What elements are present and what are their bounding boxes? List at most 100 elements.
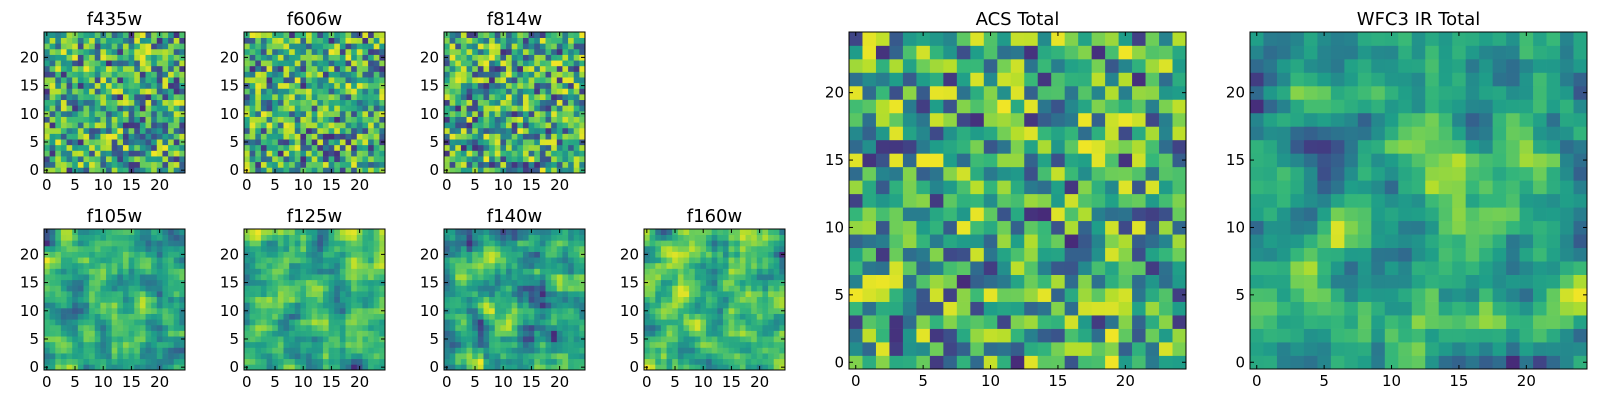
heatmap-cell xyxy=(534,94,541,101)
heatmap-cell xyxy=(72,336,79,343)
heatmap-cell xyxy=(379,77,386,84)
heatmap-cell xyxy=(551,307,558,314)
heatmap-cell xyxy=(77,268,84,275)
heatmap-cell xyxy=(660,324,667,331)
heatmap-cell xyxy=(306,32,313,38)
heatmap-cell xyxy=(528,150,535,157)
heatmap-cell xyxy=(666,268,673,275)
heatmap-cell xyxy=(773,257,780,264)
heatmap-cell xyxy=(751,245,758,252)
heatmap-cell xyxy=(756,240,763,247)
heatmap-cell xyxy=(545,167,552,174)
heatmap-cell xyxy=(517,65,524,72)
panel-title: f606w xyxy=(287,9,342,30)
heatmap-cell xyxy=(1118,207,1133,222)
heatmap-cell xyxy=(1024,301,1039,316)
heatmap-cell xyxy=(455,167,462,174)
heatmap-cell xyxy=(368,133,375,140)
heatmap-cell xyxy=(356,77,363,84)
heatmap-cells xyxy=(849,32,1187,370)
heatmap-cell xyxy=(322,291,329,298)
heatmap-cell xyxy=(145,353,152,360)
heatmap-cell xyxy=(649,358,656,365)
heatmap-cell xyxy=(179,324,186,331)
heatmap-cell xyxy=(455,54,462,61)
heatmap-cell xyxy=(283,139,290,146)
heatmap-cell xyxy=(568,65,575,72)
heatmap-cell xyxy=(573,234,580,241)
heatmap-cell xyxy=(300,240,307,247)
heatmap-cell xyxy=(162,32,169,38)
heatmap-cell xyxy=(539,94,546,101)
heatmap-cell xyxy=(173,324,180,331)
heatmap-cell xyxy=(562,77,569,84)
heatmap-cell xyxy=(345,302,352,309)
heatmap-cell xyxy=(111,105,118,112)
heatmap-cell xyxy=(60,234,67,241)
heatmap-cell xyxy=(306,319,313,326)
heatmap-cell xyxy=(289,116,296,123)
heatmap-cell xyxy=(322,110,329,117)
heatmap-cell xyxy=(266,324,273,331)
heatmap-cell xyxy=(356,43,363,50)
heatmap-cell xyxy=(356,116,363,123)
heatmap-cell xyxy=(460,307,467,314)
heatmap-cell xyxy=(1064,274,1079,289)
heatmap-cell xyxy=(362,82,369,89)
heatmap-cell xyxy=(49,99,56,106)
heatmap-cell xyxy=(762,257,769,264)
heatmap-cell xyxy=(328,307,335,314)
heatmap-cell xyxy=(255,347,262,354)
heatmap-cell xyxy=(83,240,90,247)
heatmap-cell xyxy=(244,330,250,337)
heatmap-cell xyxy=(700,319,707,326)
heatmap-cell xyxy=(306,279,313,286)
heatmap-cell xyxy=(272,156,279,163)
heatmap-cell xyxy=(728,262,735,269)
heatmap-cell xyxy=(779,285,786,292)
heatmap-cell xyxy=(260,99,267,106)
heatmap-cell xyxy=(1105,328,1119,343)
heatmap-cell xyxy=(568,32,575,38)
heatmap-cell xyxy=(289,307,296,314)
heatmap-cell xyxy=(1145,220,1160,235)
heatmap-cell xyxy=(683,302,690,309)
heatmap-cell xyxy=(689,296,696,303)
heatmap-cell xyxy=(272,336,279,343)
heatmap-cell xyxy=(545,94,552,101)
heatmap-cell xyxy=(745,268,752,275)
heatmap-cell xyxy=(983,220,998,235)
heatmap-cell xyxy=(106,353,113,360)
heatmap-cell xyxy=(494,110,501,117)
heatmap-cell xyxy=(751,240,758,247)
heatmap-cell xyxy=(255,291,262,298)
heatmap-cell xyxy=(55,274,62,281)
heatmap-cell xyxy=(66,291,73,298)
heatmap-cell xyxy=(294,167,301,174)
heatmap-cell xyxy=(373,353,380,360)
heatmap-cell xyxy=(162,364,169,371)
heatmap-cell xyxy=(117,234,124,241)
heatmap-cell xyxy=(551,94,558,101)
heatmap-cell xyxy=(300,307,307,314)
heatmap-cell xyxy=(472,319,479,326)
heatmap-cell xyxy=(255,358,262,365)
heatmap-cell xyxy=(179,347,186,354)
heatmap-cell xyxy=(255,65,262,72)
heatmap-cell xyxy=(277,234,284,241)
heatmap-cell xyxy=(477,364,484,371)
heatmap-cell xyxy=(455,358,462,365)
heatmap-cell xyxy=(745,262,752,269)
heatmap-cell xyxy=(551,37,558,44)
heatmap-cell xyxy=(151,71,158,78)
heatmap-cell xyxy=(368,234,375,241)
heatmap-cell xyxy=(289,60,296,67)
heatmap-cell xyxy=(351,127,358,134)
heatmap-cell xyxy=(489,307,496,314)
heatmap-cell xyxy=(444,127,450,134)
heatmap-cell xyxy=(466,279,473,286)
heatmap-cell xyxy=(362,144,369,151)
heatmap-cell xyxy=(44,262,50,269)
heatmap-cell xyxy=(551,99,558,106)
heatmap-cell xyxy=(106,341,113,348)
